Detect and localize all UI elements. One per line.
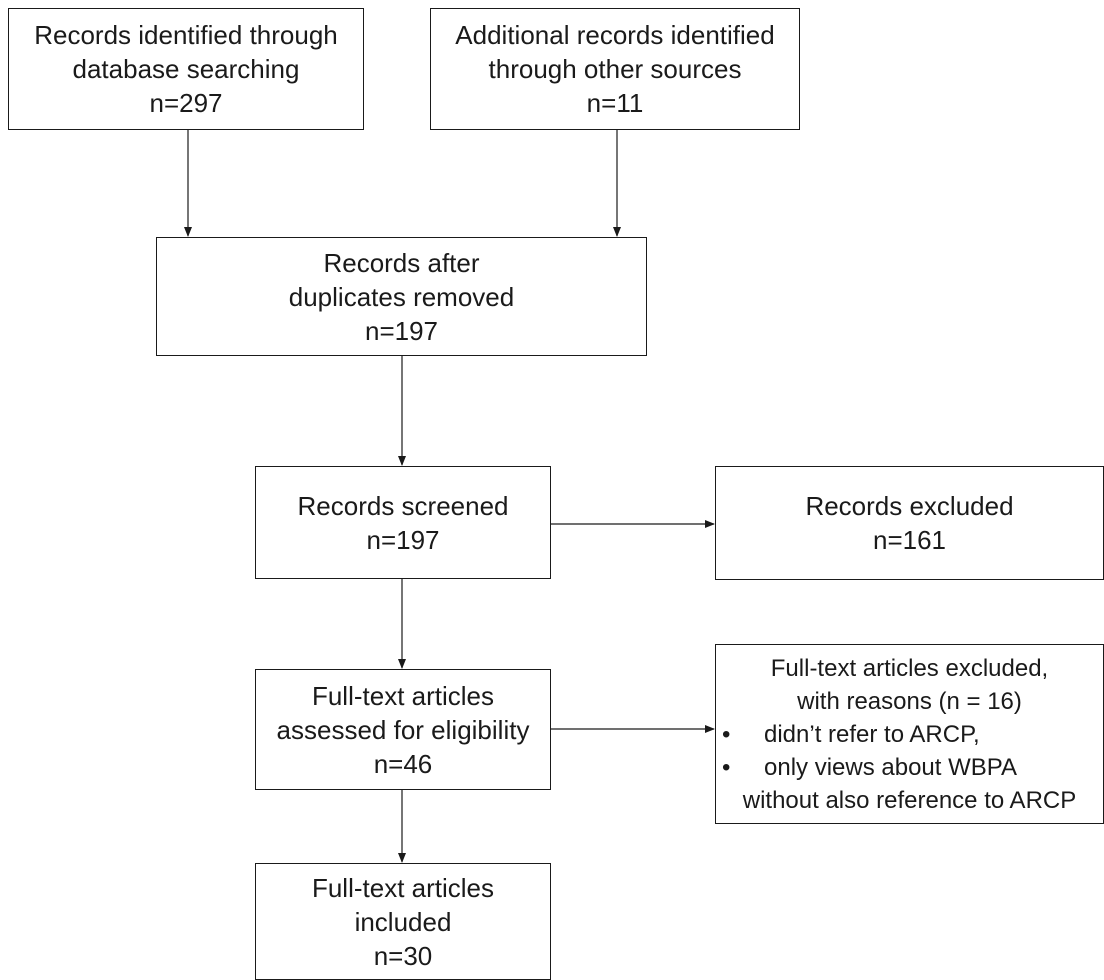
exclusion-reasons-list: • didn’t refer to ARCP, • only views abo… — [716, 718, 1103, 817]
node-duplicates-count: n=197 — [364, 315, 439, 346]
node-excluded-count: n=161 — [872, 525, 947, 555]
node-database-searching: Records identified through database sear… — [8, 8, 364, 130]
exclusion-reason-item: • only views about WBPA without also ref… — [716, 751, 1103, 817]
node-excluded-line-1: Records excluded — [805, 491, 1014, 521]
node-eligibility-assessment: Full-text articles assessed for eligibil… — [255, 669, 551, 790]
node-records-excluded: Records excluded n=161 — [715, 466, 1104, 580]
node-screened-line-1: Records screened — [297, 490, 509, 521]
bullet-icon: • — [722, 720, 731, 748]
node-database-count: n=297 — [149, 88, 223, 118]
node-other-sources-line-2: through other sources — [488, 54, 742, 84]
node-duplicates-line-1: Records after — [323, 247, 480, 278]
node-duplicates-line-2: duplicates removed — [288, 281, 515, 312]
node-duplicates-removed: Records after duplicates removed n=197 — [156, 237, 647, 356]
node-fulltext-excluded-heading-2: with reasons (n = 16) — [797, 687, 1022, 715]
exclusion-reason-text: only views about WBPA — [764, 753, 1017, 781]
node-eligibility-line-1: Full-text articles — [311, 680, 495, 711]
node-fulltext-excluded: Full-text articles excluded, with reason… — [715, 644, 1104, 824]
node-other-sources: Additional records identified through ot… — [430, 8, 800, 130]
node-other-sources-line-1: Additional records identified — [455, 20, 775, 50]
node-records-screened: Records screened n=197 — [255, 466, 551, 579]
node-included-line-1: Full-text articles — [311, 872, 495, 903]
exclusion-reason-continuation: without also reference to ARCP — [742, 786, 1077, 814]
node-other-sources-count: n=11 — [586, 88, 644, 118]
bullet-icon: • — [722, 753, 731, 781]
node-included-line-2: included — [354, 906, 452, 937]
exclusion-reason-text: didn’t refer to ARCP, — [764, 720, 980, 748]
node-database-line-2: database searching — [72, 54, 300, 84]
node-included-count: n=30 — [373, 940, 433, 971]
exclusion-reason-item: • didn’t refer to ARCP, — [716, 718, 1103, 751]
node-eligibility-line-2: assessed for eligibility — [276, 714, 530, 745]
node-fulltext-included: Full-text articles included n=30 — [255, 863, 551, 980]
node-fulltext-excluded-heading-1: Full-text articles excluded, — [770, 654, 1049, 682]
node-database-line-1: Records identified through — [34, 20, 338, 50]
node-screened-count: n=197 — [366, 524, 440, 555]
node-eligibility-count: n=46 — [373, 748, 433, 779]
